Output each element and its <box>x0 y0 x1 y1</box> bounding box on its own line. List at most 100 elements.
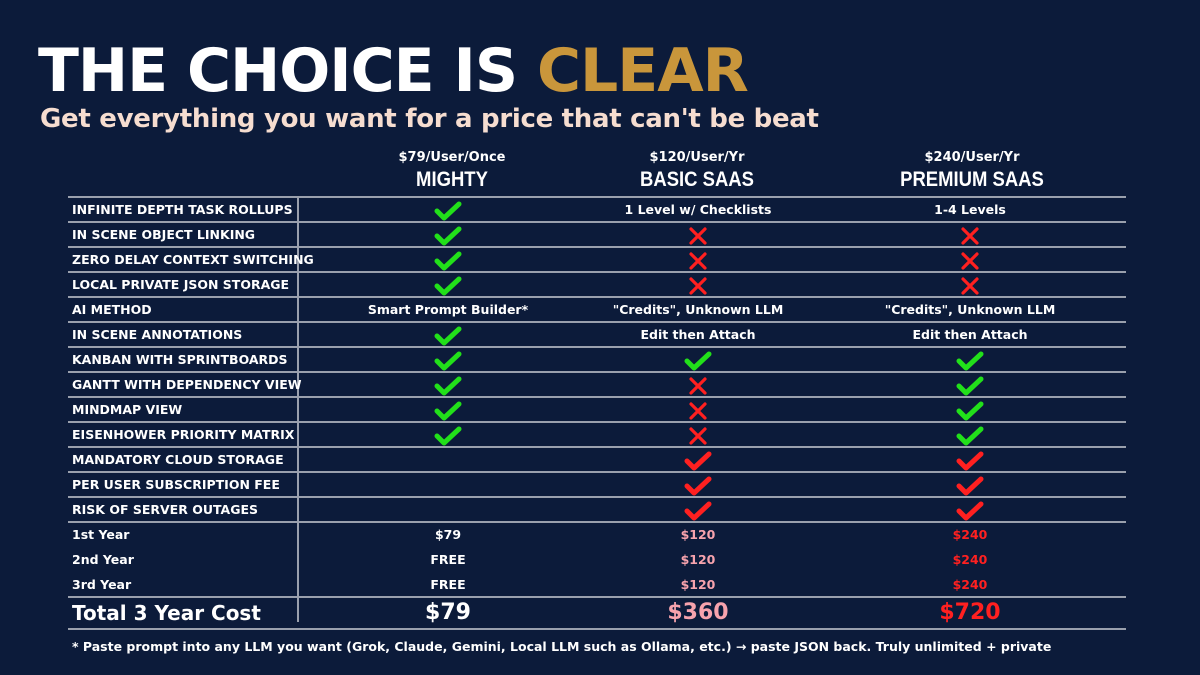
page-subtitle: Get everything you want for a price that… <box>40 104 819 134</box>
feature-value <box>318 448 578 471</box>
plan-price: $79/User/Once <box>398 150 506 165</box>
title-main: THE CHOICE IS <box>38 36 537 106</box>
plan-header-mighty: $79/User/Once MIGHTY <box>332 148 572 192</box>
column-divider <box>297 196 299 622</box>
cost-value: $120 <box>680 552 716 567</box>
feature-label: AI METHOD <box>72 302 152 317</box>
cross-red-icon <box>568 273 828 296</box>
cost-value: $240 <box>952 552 988 567</box>
total-value: $720 <box>939 600 1001 625</box>
plan-header-basic-saas: $120/User/Yr BASIC SAAS <box>577 148 817 192</box>
check-green-icon <box>840 348 1100 371</box>
cost-label: 1st Year <box>72 527 130 542</box>
feature-value: Smart Prompt Builder* <box>367 302 529 317</box>
cross-red-icon <box>568 248 828 271</box>
feature-value <box>318 498 578 521</box>
cost-label: 2nd Year <box>72 552 134 567</box>
page-title: THE CHOICE IS CLEAR <box>38 36 749 106</box>
feature-label: INFINITE DEPTH TASK ROLLUPS <box>72 202 293 217</box>
feature-row: LOCAL PRIVATE JSON STORAGE <box>68 271 1126 296</box>
feature-value: "Credits", Unknown LLM <box>884 302 1056 317</box>
check-green-icon <box>318 198 578 221</box>
feature-row: ZERO DELAY CONTEXT SWITCHING <box>68 246 1126 271</box>
cross-red-icon <box>840 273 1100 296</box>
check-green-icon <box>318 348 578 371</box>
check-green-icon <box>318 373 578 396</box>
check-green-icon <box>318 423 578 446</box>
check-green-icon <box>318 398 578 421</box>
feature-value <box>318 473 578 496</box>
feature-label: MINDMAP VIEW <box>72 402 183 417</box>
feature-value: Edit then Attach <box>640 327 756 342</box>
feature-label: IN SCENE OBJECT LINKING <box>72 227 256 242</box>
check-green-icon <box>318 223 578 246</box>
check-green-icon <box>840 423 1100 446</box>
cost-row: 1st Year $79 $120 $240 <box>68 521 1126 546</box>
feature-row: AI METHOD Smart Prompt Builder* "Credits",… <box>68 296 1126 321</box>
cross-red-icon <box>568 223 828 246</box>
comparison-table: INFINITE DEPTH TASK ROLLUPS 1 Level w/ Ch… <box>68 196 1126 630</box>
total-value: $79 <box>425 600 471 625</box>
feature-value: "Credits", Unknown LLM <box>612 302 784 317</box>
feature-label: ZERO DELAY CONTEXT SWITCHING <box>72 252 314 267</box>
plan-name: BASIC SAAS <box>640 168 754 191</box>
feature-row: INFINITE DEPTH TASK ROLLUPS 1 Level w/ Ch… <box>68 196 1126 221</box>
plan-header-premium-saas: $240/User/Yr PREMIUM SAAS <box>852 148 1092 192</box>
feature-row: RISK OF SERVER OUTAGES <box>68 496 1126 521</box>
feature-value: Edit then Attach <box>912 327 1028 342</box>
check-red-icon <box>840 498 1100 521</box>
feature-row: GANTT WITH DEPENDENCY VIEW <box>68 371 1126 396</box>
total-value: $360 <box>667 600 729 625</box>
check-red-icon <box>568 448 828 471</box>
cross-red-icon <box>568 398 828 421</box>
cross-red-icon <box>568 423 828 446</box>
feature-value: 1-4 Levels <box>934 202 1006 217</box>
cost-value: $120 <box>680 577 716 592</box>
feature-label: LOCAL PRIVATE JSON STORAGE <box>72 277 290 292</box>
plan-name: PREMIUM SAAS <box>900 168 1044 191</box>
feature-row: IN SCENE OBJECT LINKING <box>68 221 1126 246</box>
check-red-icon <box>840 448 1100 471</box>
cost-value: FREE <box>430 577 466 592</box>
total-row: Total 3 Year Cost $79 $360 $720 <box>68 596 1126 630</box>
check-red-icon <box>568 473 828 496</box>
feature-label: MANDATORY CLOUD STORAGE <box>72 452 284 467</box>
cost-value: FREE <box>430 552 466 567</box>
cost-value: $120 <box>680 527 716 542</box>
feature-value: 1 Level w/ Checklists <box>624 202 772 217</box>
feature-label: GANTT WITH DEPENDENCY VIEW <box>72 377 302 392</box>
feature-row: MINDMAP VIEW <box>68 396 1126 421</box>
feature-row: MANDATORY CLOUD STORAGE <box>68 446 1126 471</box>
check-green-icon <box>840 398 1100 421</box>
plan-price: $240/User/Yr <box>924 150 1020 165</box>
cost-value: $240 <box>952 527 988 542</box>
feature-label: PER USER SUBSCRIPTION FEE <box>72 477 280 492</box>
check-green-icon <box>568 348 828 371</box>
footnote: * Paste prompt into any LLM you want (Gr… <box>72 639 1052 654</box>
feature-label: EISENHOWER PRIORITY MATRIX <box>72 427 295 442</box>
plan-name: MIGHTY <box>416 168 488 191</box>
feature-label: KANBAN WITH SPRINTBOARDS <box>72 352 288 367</box>
plan-price: $120/User/Yr <box>649 150 745 165</box>
feature-row: IN SCENE ANNOTATIONS Edit then Attach Edit… <box>68 321 1126 346</box>
check-green-icon <box>840 373 1100 396</box>
check-green-icon <box>318 273 578 296</box>
cost-row: 2nd Year FREE $120 $240 <box>68 546 1126 571</box>
cross-red-icon <box>840 223 1100 246</box>
cost-label: 3rd Year <box>72 577 132 592</box>
title-accent: CLEAR <box>536 36 749 106</box>
check-green-icon <box>318 323 578 346</box>
cross-red-icon <box>568 373 828 396</box>
feature-label: IN SCENE ANNOTATIONS <box>72 327 243 342</box>
check-green-icon <box>318 248 578 271</box>
cost-value: $240 <box>952 577 988 592</box>
cost-value: $79 <box>434 527 462 542</box>
cost-row: 3rd Year FREE $120 $240 <box>68 571 1126 596</box>
check-red-icon <box>568 498 828 521</box>
feature-row: PER USER SUBSCRIPTION FEE <box>68 471 1126 496</box>
feature-row: EISENHOWER PRIORITY MATRIX <box>68 421 1126 446</box>
total-label: Total 3 Year Cost <box>72 601 261 625</box>
feature-row: KANBAN WITH SPRINTBOARDS <box>68 346 1126 371</box>
feature-label: RISK OF SERVER OUTAGES <box>72 502 258 517</box>
check-red-icon <box>840 473 1100 496</box>
